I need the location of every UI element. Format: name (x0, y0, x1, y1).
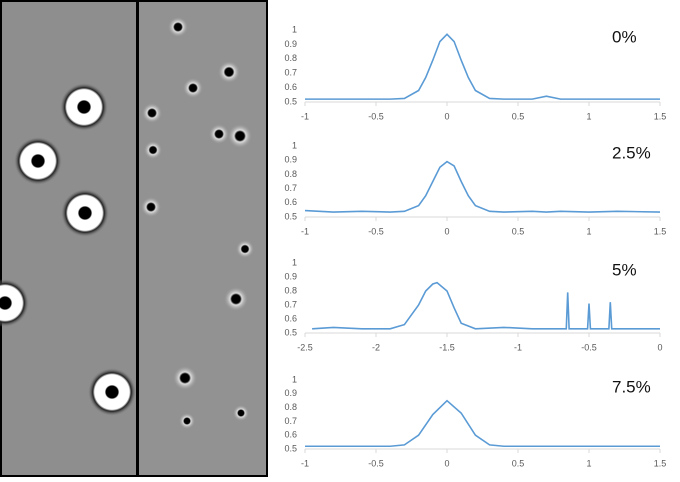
bead (61, 189, 109, 237)
particle (183, 78, 203, 98)
x-tick-label: -0.5 (368, 226, 384, 236)
y-tick-label: 1 (292, 374, 297, 384)
y-tick-label: 1 (292, 140, 297, 150)
x-tick-label: -0.5 (581, 342, 597, 352)
x-tick-label: -2 (372, 342, 380, 352)
charts: 0.5 0.6 0.7 0.8 0.9 1 -1 -0.5 0 0.5 1 1.5 0% 0.5 0.6 0.… (284, 24, 666, 468)
x-tick-label: 0 (444, 458, 449, 468)
y-tick-label: 0.5 (284, 327, 297, 337)
y-tick-label: 0.9 (284, 271, 297, 281)
particle (224, 287, 248, 311)
annotation: 7.5% (612, 377, 651, 396)
x-tick-label: 0 (444, 111, 449, 121)
particle (179, 413, 195, 429)
data-line (312, 281, 660, 330)
y-tick-label: 1 (292, 24, 297, 34)
x-tick-label: -0.5 (368, 458, 384, 468)
x-tick-label: -1 (301, 226, 309, 236)
x-tick-label: 1.5 (654, 111, 667, 121)
x-tick-label: 1.5 (654, 226, 667, 236)
y-tick-label: 0.8 (284, 402, 297, 412)
x-tick-label: 0.5 (512, 458, 525, 468)
particle (141, 197, 161, 217)
x-tick-label: -2.5 (297, 342, 313, 352)
data-line (305, 33, 660, 100)
x-tick-label: -1 (301, 111, 309, 121)
particle (144, 141, 162, 159)
y-tick-label: 0.8 (284, 169, 297, 179)
y-tick-label: 0.9 (284, 39, 297, 49)
bead (88, 368, 136, 416)
y-tick-label: 0.5 (284, 443, 297, 453)
y-tick-label: 0.6 (284, 313, 297, 323)
x-tick-label: 0 (657, 342, 662, 352)
bead (0, 279, 29, 327)
y-tick-label: 0.6 (284, 197, 297, 207)
y-tick-label: 0.7 (284, 183, 297, 193)
y-tick-label: 0.6 (284, 430, 297, 440)
particle (173, 366, 197, 390)
particle (168, 17, 188, 37)
bead (60, 83, 108, 131)
x-tick-label: -1.5 (439, 342, 455, 352)
particle (209, 124, 229, 144)
data-line (305, 399, 660, 448)
annotation: 0% (612, 27, 637, 46)
x-tick-label: 0 (444, 226, 449, 236)
annotation: 2.5% (612, 143, 651, 162)
y-tick-label: 0.8 (284, 53, 297, 63)
x-tick-label: -1 (514, 342, 522, 352)
y-tick-label: 0.7 (284, 299, 297, 309)
x-tick-label: -1 (301, 458, 309, 468)
y-tick-label: 0.7 (284, 416, 297, 426)
y-tick-label: 0.6 (284, 82, 297, 92)
annotation: 5% (612, 260, 637, 279)
y-tick-label: 0.9 (284, 155, 297, 165)
x-tick-label: 1.5 (654, 458, 667, 468)
y-tick-label: 0.8 (284, 285, 297, 295)
data-line (304, 160, 661, 213)
image-right (137, 0, 268, 477)
y-tick-label: 0.7 (284, 68, 297, 78)
particle (218, 61, 240, 83)
x-tick-label: 0.5 (512, 226, 525, 236)
particle (236, 240, 254, 258)
microscopy-panels (0, 0, 268, 477)
particle (233, 405, 249, 421)
y-tick-label: 1 (292, 257, 297, 267)
particle (142, 103, 162, 123)
y-tick-label: 0.5 (284, 96, 297, 106)
x-tick-label: 0.5 (512, 111, 525, 121)
x-tick-label: -0.5 (368, 111, 384, 121)
x-tick-label: 1 (586, 458, 591, 468)
y-tick-label: 0.9 (284, 388, 297, 398)
bead (14, 137, 62, 185)
particles (141, 17, 254, 429)
y-tick-label: 0.5 (284, 211, 297, 221)
x-tick-label: 1 (586, 226, 591, 236)
x-tick-label: 1 (586, 111, 591, 121)
particle (228, 124, 252, 148)
